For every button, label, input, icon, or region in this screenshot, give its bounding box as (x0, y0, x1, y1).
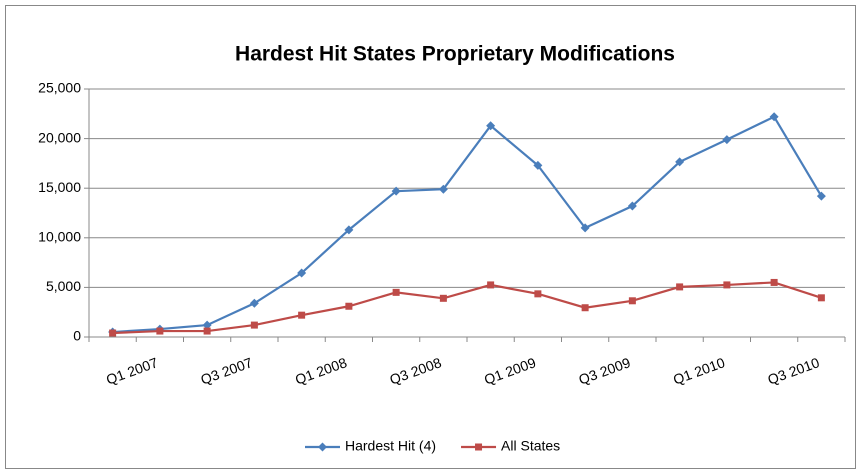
data-point (345, 302, 353, 310)
data-point (487, 281, 495, 289)
data-point (486, 121, 496, 131)
data-point (817, 294, 825, 302)
data-point (533, 160, 543, 170)
data-point (438, 184, 448, 194)
data-point (769, 112, 779, 122)
data-point (770, 278, 778, 286)
y-tick-label: 10,000 (38, 229, 81, 245)
series-line (112, 281, 822, 335)
data-point (722, 135, 732, 145)
data-point (627, 201, 637, 211)
data-point (344, 225, 354, 235)
data-point (202, 320, 212, 330)
data-point (249, 298, 259, 308)
data-point (580, 223, 590, 233)
data-point (109, 329, 117, 337)
data-point (156, 327, 164, 335)
data-point (581, 304, 589, 312)
data-point (534, 290, 542, 298)
data-point (675, 157, 685, 167)
chart-border (5, 5, 856, 469)
y-tick-label: 20,000 (38, 129, 81, 145)
legend-label: Hardest Hit (4) (345, 438, 436, 454)
y-tick-label: 15,000 (38, 179, 81, 195)
data-point (816, 191, 826, 201)
legend-marker (318, 442, 327, 452)
data-point (250, 321, 258, 329)
data-point (203, 327, 211, 335)
data-point (723, 281, 731, 289)
data-point (298, 311, 306, 319)
data-point (297, 268, 307, 278)
data-point (391, 186, 401, 196)
chart-title: Hardest Hit States Proprietary Modificat… (235, 43, 675, 66)
legend-label: All States (501, 438, 560, 454)
series-line (112, 115, 823, 334)
y-tick-label: 5,000 (46, 278, 81, 294)
data-point (392, 288, 400, 296)
data-point (439, 294, 447, 302)
data-point (628, 297, 636, 305)
data-point (676, 283, 684, 291)
legend-marker (475, 443, 483, 451)
y-tick-label: 25,000 (38, 80, 81, 96)
y-tick-label: 0 (73, 328, 81, 344)
